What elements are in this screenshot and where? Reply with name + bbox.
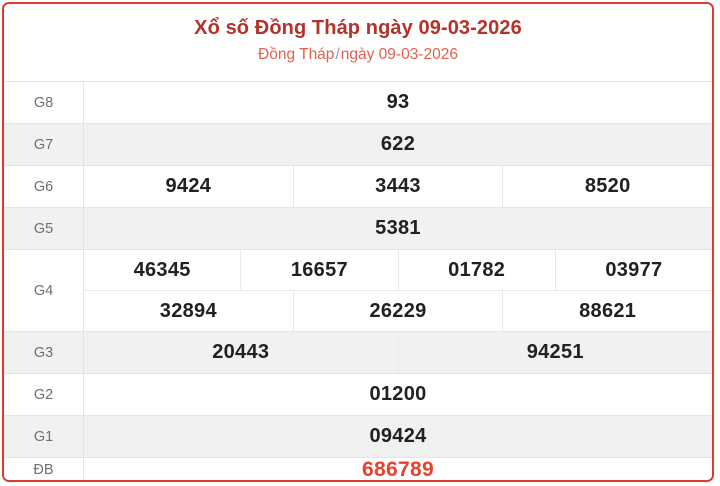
prize-number: 20443 [84,332,399,373]
prize-value-line: 09424 [84,416,712,457]
prize-label-g3: G3 [4,332,84,373]
prize-value-line: 32894 26229 88621 [84,290,712,331]
page-title: Xổ số Đồng Tháp ngày 09-03-2026 [194,17,522,39]
prize-label-g2: G2 [4,374,84,415]
prize-number: 09424 [369,425,427,447]
prize-values: 46345 16657 01782 03977 32894 26229 88621 [84,250,712,331]
special-prize-number: 686789 [362,458,434,481]
prize-values: 686789 [84,458,712,481]
prize-number: 01200 [369,383,427,405]
prize-value-line: 622 [84,124,712,165]
prize-label-g8: G8 [4,82,84,123]
prize-value-line: 9424 3443 8520 [84,166,712,207]
prize-number: 01782 [399,250,556,290]
breadcrumb-region[interactable]: Đồng Tháp [258,46,335,63]
breadcrumb-date[interactable]: ngày 09-03-2026 [340,46,458,63]
prize-values: 9424 3443 8520 [84,166,712,207]
card-header: Xổ số Đồng Tháp ngày 09-03-2026 Đồng Thá… [4,4,712,81]
lottery-result-card: Xổ số Đồng Tháp ngày 09-03-2026 Đồng Thá… [2,2,714,482]
prize-values: 93 [84,82,712,123]
prize-row: G3 20443 94251 [4,332,712,374]
prize-label-g1: G1 [4,416,84,457]
prize-number: 16657 [241,250,399,290]
prize-label-g7: G7 [4,124,84,165]
breadcrumb-separator: / [335,46,340,63]
prize-number: 26229 [294,291,504,331]
prize-values: 09424 [84,416,712,457]
prize-values: 5381 [84,208,712,249]
prize-number: 46345 [84,250,242,290]
prize-label-g4: G4 [4,250,84,331]
prize-row: G1 09424 [4,416,712,458]
prize-number: 9424 [84,166,294,207]
prize-row: G6 9424 3443 8520 [4,166,712,208]
prize-number: 94251 [526,341,584,363]
prize-label-g6: G6 [4,166,84,207]
prize-number: 3443 [294,166,504,207]
prize-number: 88621 [579,299,637,322]
prize-number: 03977 [605,258,663,281]
prize-row: G5 5381 [4,208,712,250]
prize-number: 93 [386,91,410,113]
prize-number: 8520 [584,175,631,197]
breadcrumb: Đồng Tháp/ngày 09-03-2026 [258,44,458,66]
prize-row: G7 622 [4,124,712,166]
prize-values: 20443 94251 [84,332,712,373]
prize-row: G8 93 [4,82,712,124]
prize-value-line: 686789 [84,458,712,481]
prize-value-line: 5381 [84,208,712,249]
prize-number: 622 [380,133,416,155]
prize-values: 01200 [84,374,712,415]
prize-value-line: 46345 16657 01782 03977 [84,250,712,290]
prize-values: 622 [84,124,712,165]
prize-row: G4 46345 16657 01782 03977 32894 26229 88621 [4,250,712,332]
prize-row: G2 01200 [4,374,712,416]
prize-value-line: 01200 [84,374,712,415]
prize-row: ĐB 686789 [4,458,712,481]
prize-number: 32894 [84,291,294,331]
prize-label-đb: ĐB [4,458,84,480]
prize-number: 5381 [375,217,421,239]
prize-value-line: 20443 94251 [84,332,712,373]
prize-table: G8 93 G7 622 G6 9424 3443 8520 G5 5381 G4 46345 1665… [4,81,712,481]
prize-label-g5: G5 [4,208,84,249]
prize-value-line: 93 [84,82,712,123]
